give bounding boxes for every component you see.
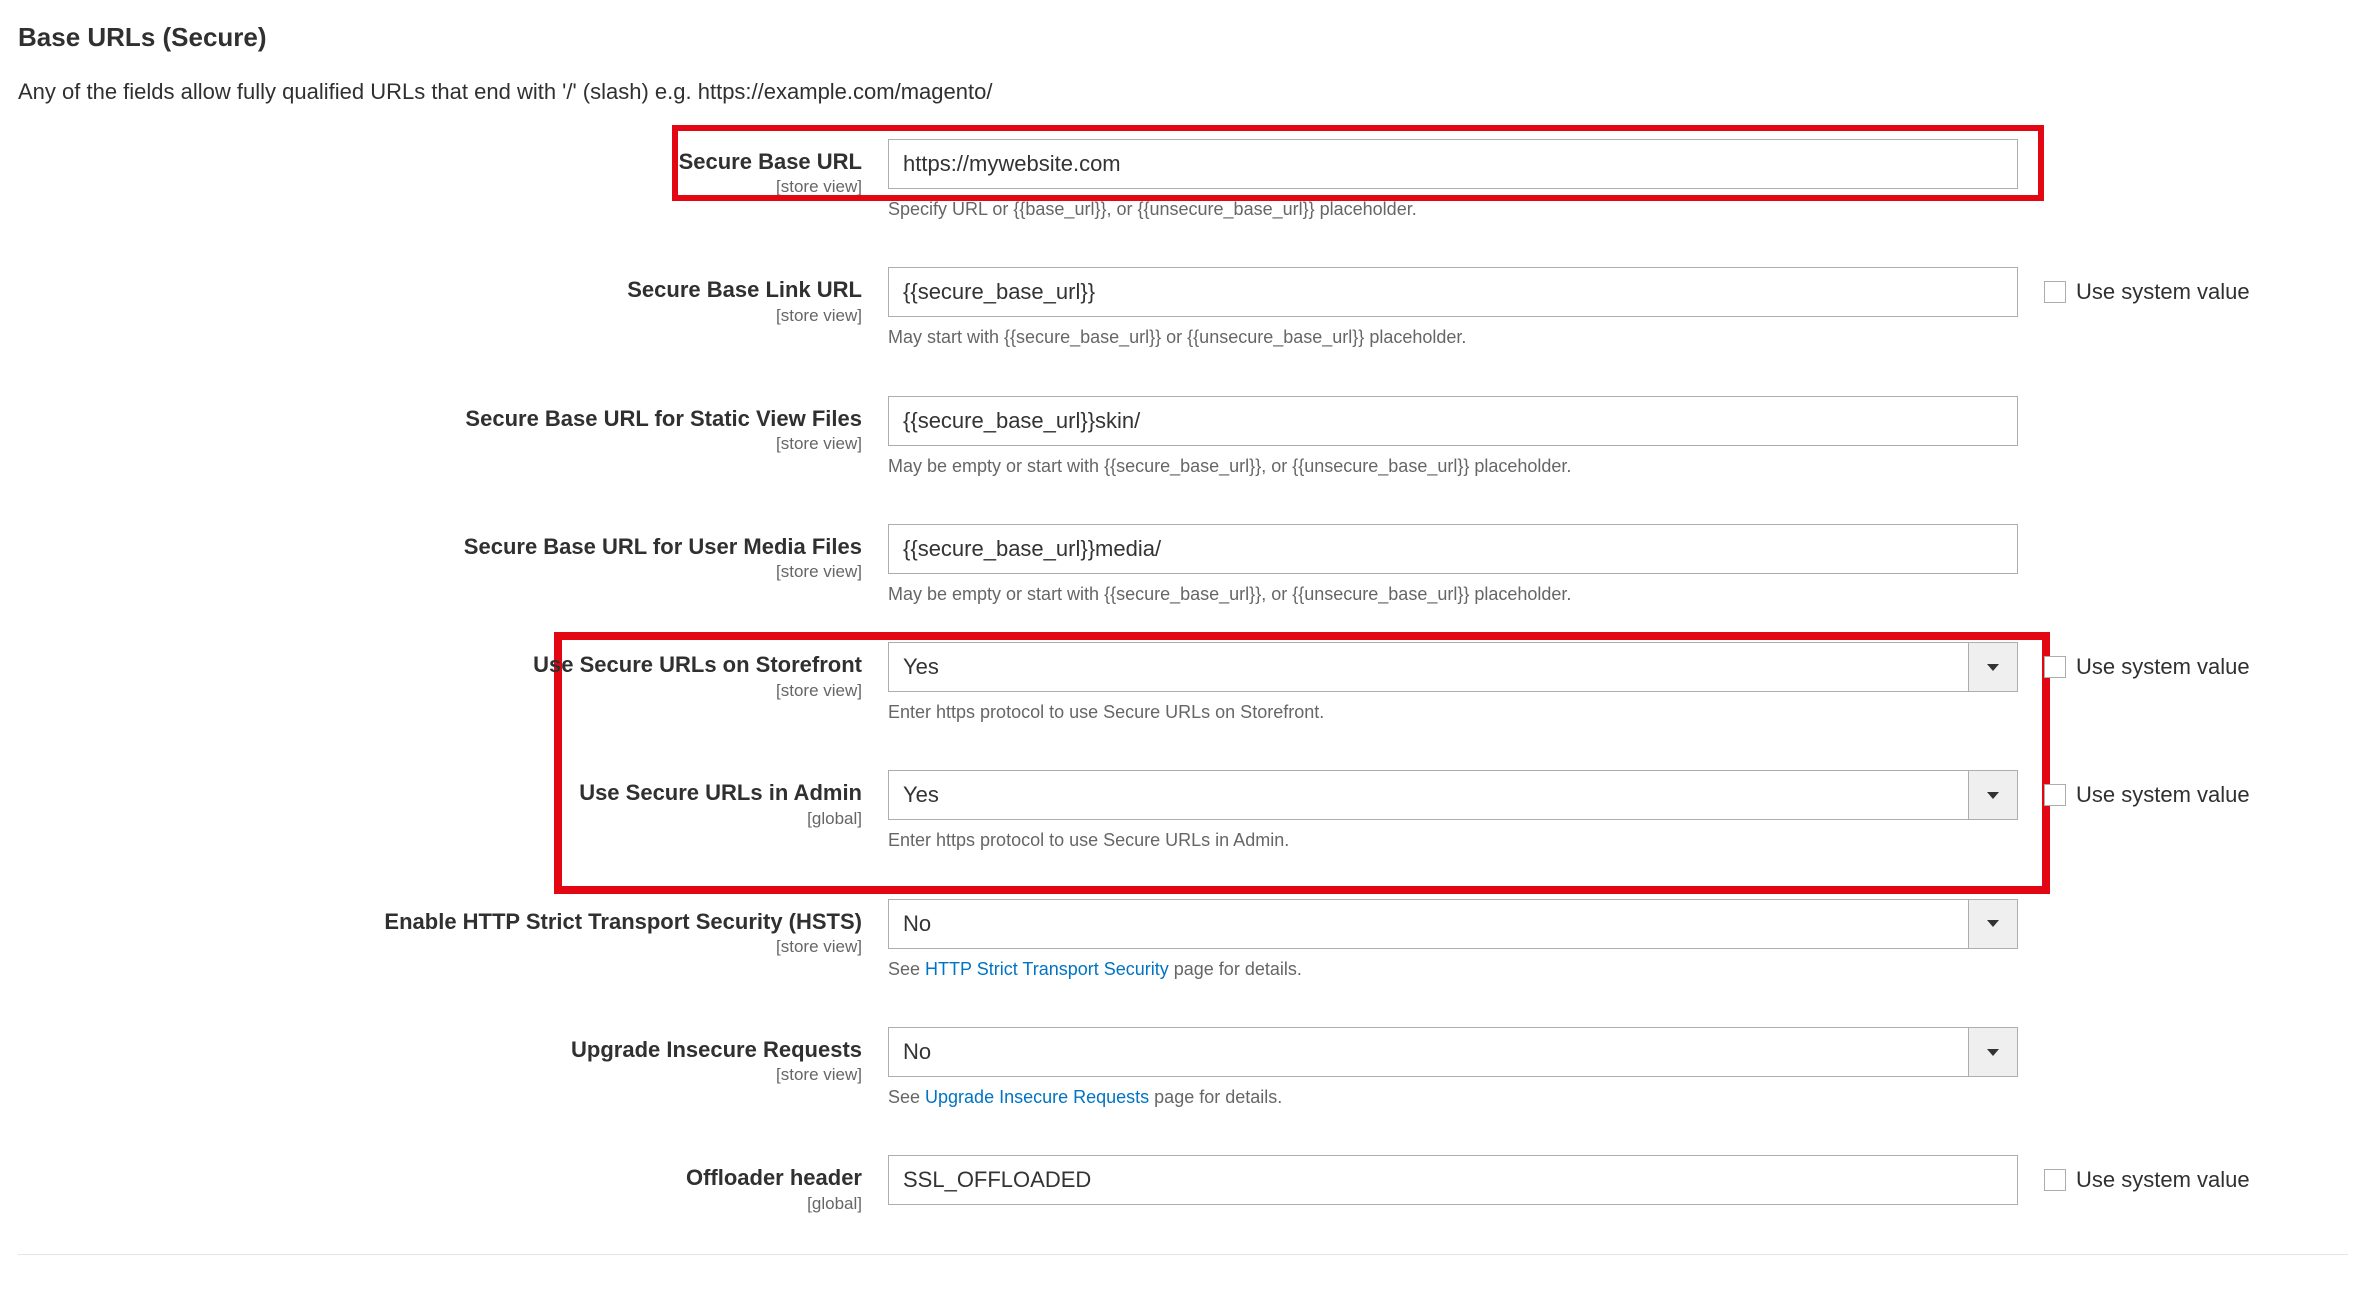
row-use-admin: Use Secure URLs in Admin [global] Yes En…: [18, 770, 2348, 852]
secure-base-url-input[interactable]: [888, 139, 2018, 189]
hsts-select[interactable]: No: [888, 899, 2018, 949]
field-label: Secure Base Link URL: [627, 277, 862, 302]
offloader-input[interactable]: [888, 1155, 2018, 1205]
label-col: Secure Base Link URL [store view]: [18, 267, 888, 325]
select-value: No: [888, 1027, 1968, 1077]
sysval-col: Use system value: [2018, 1155, 2250, 1193]
row-offloader: Offloader header [global] Use system val…: [18, 1155, 2348, 1213]
label-col: Use Secure URLs in Admin [global]: [18, 770, 888, 828]
use-system-value-checkbox[interactable]: [2044, 656, 2066, 678]
input-col: [888, 1155, 2018, 1205]
field-label: Use Secure URLs on Storefront: [533, 652, 862, 677]
field-hint: May be empty or start with {{secure_base…: [888, 582, 2018, 606]
field-scope: [store view]: [18, 434, 862, 454]
config-page: Base URLs (Secure) Any of the fields all…: [0, 0, 2366, 1303]
input-col: Yes Enter https protocol to use Secure U…: [888, 770, 2018, 852]
highlight-group-wrapper: Use Secure URLs on Storefront [store vie…: [18, 642, 2348, 853]
field-scope: [store view]: [18, 937, 862, 957]
upgrade-link[interactable]: Upgrade Insecure Requests: [925, 1087, 1149, 1107]
field-label: Enable HTTP Strict Transport Security (H…: [384, 909, 862, 934]
field-hint: See Upgrade Insecure Requests page for d…: [888, 1085, 2018, 1109]
sysval-label: Use system value: [2076, 279, 2250, 305]
hint-post: page for details.: [1169, 959, 1302, 979]
section-separator: [18, 1254, 2348, 1255]
chevron-down-icon: [1968, 1027, 2018, 1077]
hsts-link[interactable]: HTTP Strict Transport Security: [925, 959, 1169, 979]
secure-static-input[interactable]: [888, 396, 2018, 446]
chevron-down-icon: [1968, 642, 2018, 692]
sysval-col: Use system value: [2018, 267, 2250, 305]
sysval-label: Use system value: [2076, 782, 2250, 808]
use-admin-select[interactable]: Yes: [888, 770, 2018, 820]
field-hint: Specify URL or {{base_url}}, or {{unsecu…: [888, 197, 2018, 221]
field-hint: May be empty or start with {{secure_base…: [888, 454, 2018, 478]
section-description: Any of the fields allow fully qualified …: [18, 79, 2348, 105]
label-col: Upgrade Insecure Requests [store view]: [18, 1027, 888, 1085]
hint-post: page for details.: [1149, 1087, 1282, 1107]
input-col: No See Upgrade Insecure Requests page fo…: [888, 1027, 2018, 1109]
chevron-down-icon: [1968, 770, 2018, 820]
input-col: No See HTTP Strict Transport Security pa…: [888, 899, 2018, 981]
use-system-value-checkbox[interactable]: [2044, 281, 2066, 303]
sysval-col: Use system value: [2018, 642, 2250, 680]
row-upgrade: Upgrade Insecure Requests [store view] N…: [18, 1027, 2348, 1109]
field-hint: See HTTP Strict Transport Security page …: [888, 957, 2018, 981]
label-col: Enable HTTP Strict Transport Security (H…: [18, 899, 888, 957]
field-hint: May start with {{secure_base_url}} or {{…: [888, 325, 2018, 349]
field-label: Secure Base URL for Static View Files: [465, 406, 862, 431]
label-col: Secure Base URL for Static View Files [s…: [18, 396, 888, 454]
secure-base-link-url-input[interactable]: [888, 267, 2018, 317]
field-label: Offloader header: [686, 1165, 862, 1190]
field-scope: [store view]: [18, 681, 862, 701]
use-system-value-checkbox[interactable]: [2044, 1169, 2066, 1191]
input-col: May be empty or start with {{secure_base…: [888, 396, 2018, 478]
hint-pre: See: [888, 1087, 925, 1107]
label-col: Offloader header [global]: [18, 1155, 888, 1213]
row-use-storefront: Use Secure URLs on Storefront [store vie…: [18, 642, 2348, 724]
input-col: May be empty or start with {{secure_base…: [888, 524, 2018, 606]
secure-media-input[interactable]: [888, 524, 2018, 574]
select-value: Yes: [888, 642, 1968, 692]
row-secure-base-url: Secure Base URL [store view] Specify URL…: [18, 139, 2348, 221]
field-scope: [global]: [18, 1194, 862, 1214]
row-secure-static: Secure Base URL for Static View Files [s…: [18, 396, 2348, 478]
input-col: Specify URL or {{base_url}}, or {{unsecu…: [888, 139, 2018, 221]
field-scope: [store view]: [18, 562, 862, 582]
sysval-label: Use system value: [2076, 654, 2250, 680]
label-col: Use Secure URLs on Storefront [store vie…: [18, 642, 888, 700]
field-scope: [store view]: [18, 177, 862, 197]
section-title: Base URLs (Secure): [18, 22, 2348, 53]
row-secure-media: Secure Base URL for User Media Files [st…: [18, 524, 2348, 606]
hint-pre: See: [888, 959, 925, 979]
row-secure-base-link-url: Secure Base Link URL [store view] May st…: [18, 267, 2348, 349]
chevron-down-icon: [1968, 899, 2018, 949]
use-system-value-checkbox[interactable]: [2044, 784, 2066, 806]
select-value: Yes: [888, 770, 1968, 820]
field-hint: Enter https protocol to use Secure URLs …: [888, 828, 2018, 852]
use-storefront-select[interactable]: Yes: [888, 642, 2018, 692]
input-col: May start with {{secure_base_url}} or {{…: [888, 267, 2018, 349]
field-scope: [global]: [18, 809, 862, 829]
sysval-label: Use system value: [2076, 1167, 2250, 1193]
field-label: Use Secure URLs in Admin: [579, 780, 862, 805]
row-hsts: Enable HTTP Strict Transport Security (H…: [18, 899, 2348, 981]
field-label: Secure Base URL for User Media Files: [464, 534, 862, 559]
sysval-col: Use system value: [2018, 770, 2250, 808]
input-col: Yes Enter https protocol to use Secure U…: [888, 642, 2018, 724]
field-hint: Enter https protocol to use Secure URLs …: [888, 700, 2018, 724]
label-col: Secure Base URL for User Media Files [st…: [18, 524, 888, 582]
field-scope: [store view]: [18, 1065, 862, 1085]
field-label: Secure Base URL: [679, 149, 862, 174]
field-scope: [store view]: [18, 306, 862, 326]
upgrade-select[interactable]: No: [888, 1027, 2018, 1077]
select-value: No: [888, 899, 1968, 949]
label-col: Secure Base URL [store view]: [18, 139, 888, 197]
field-label: Upgrade Insecure Requests: [571, 1037, 862, 1062]
